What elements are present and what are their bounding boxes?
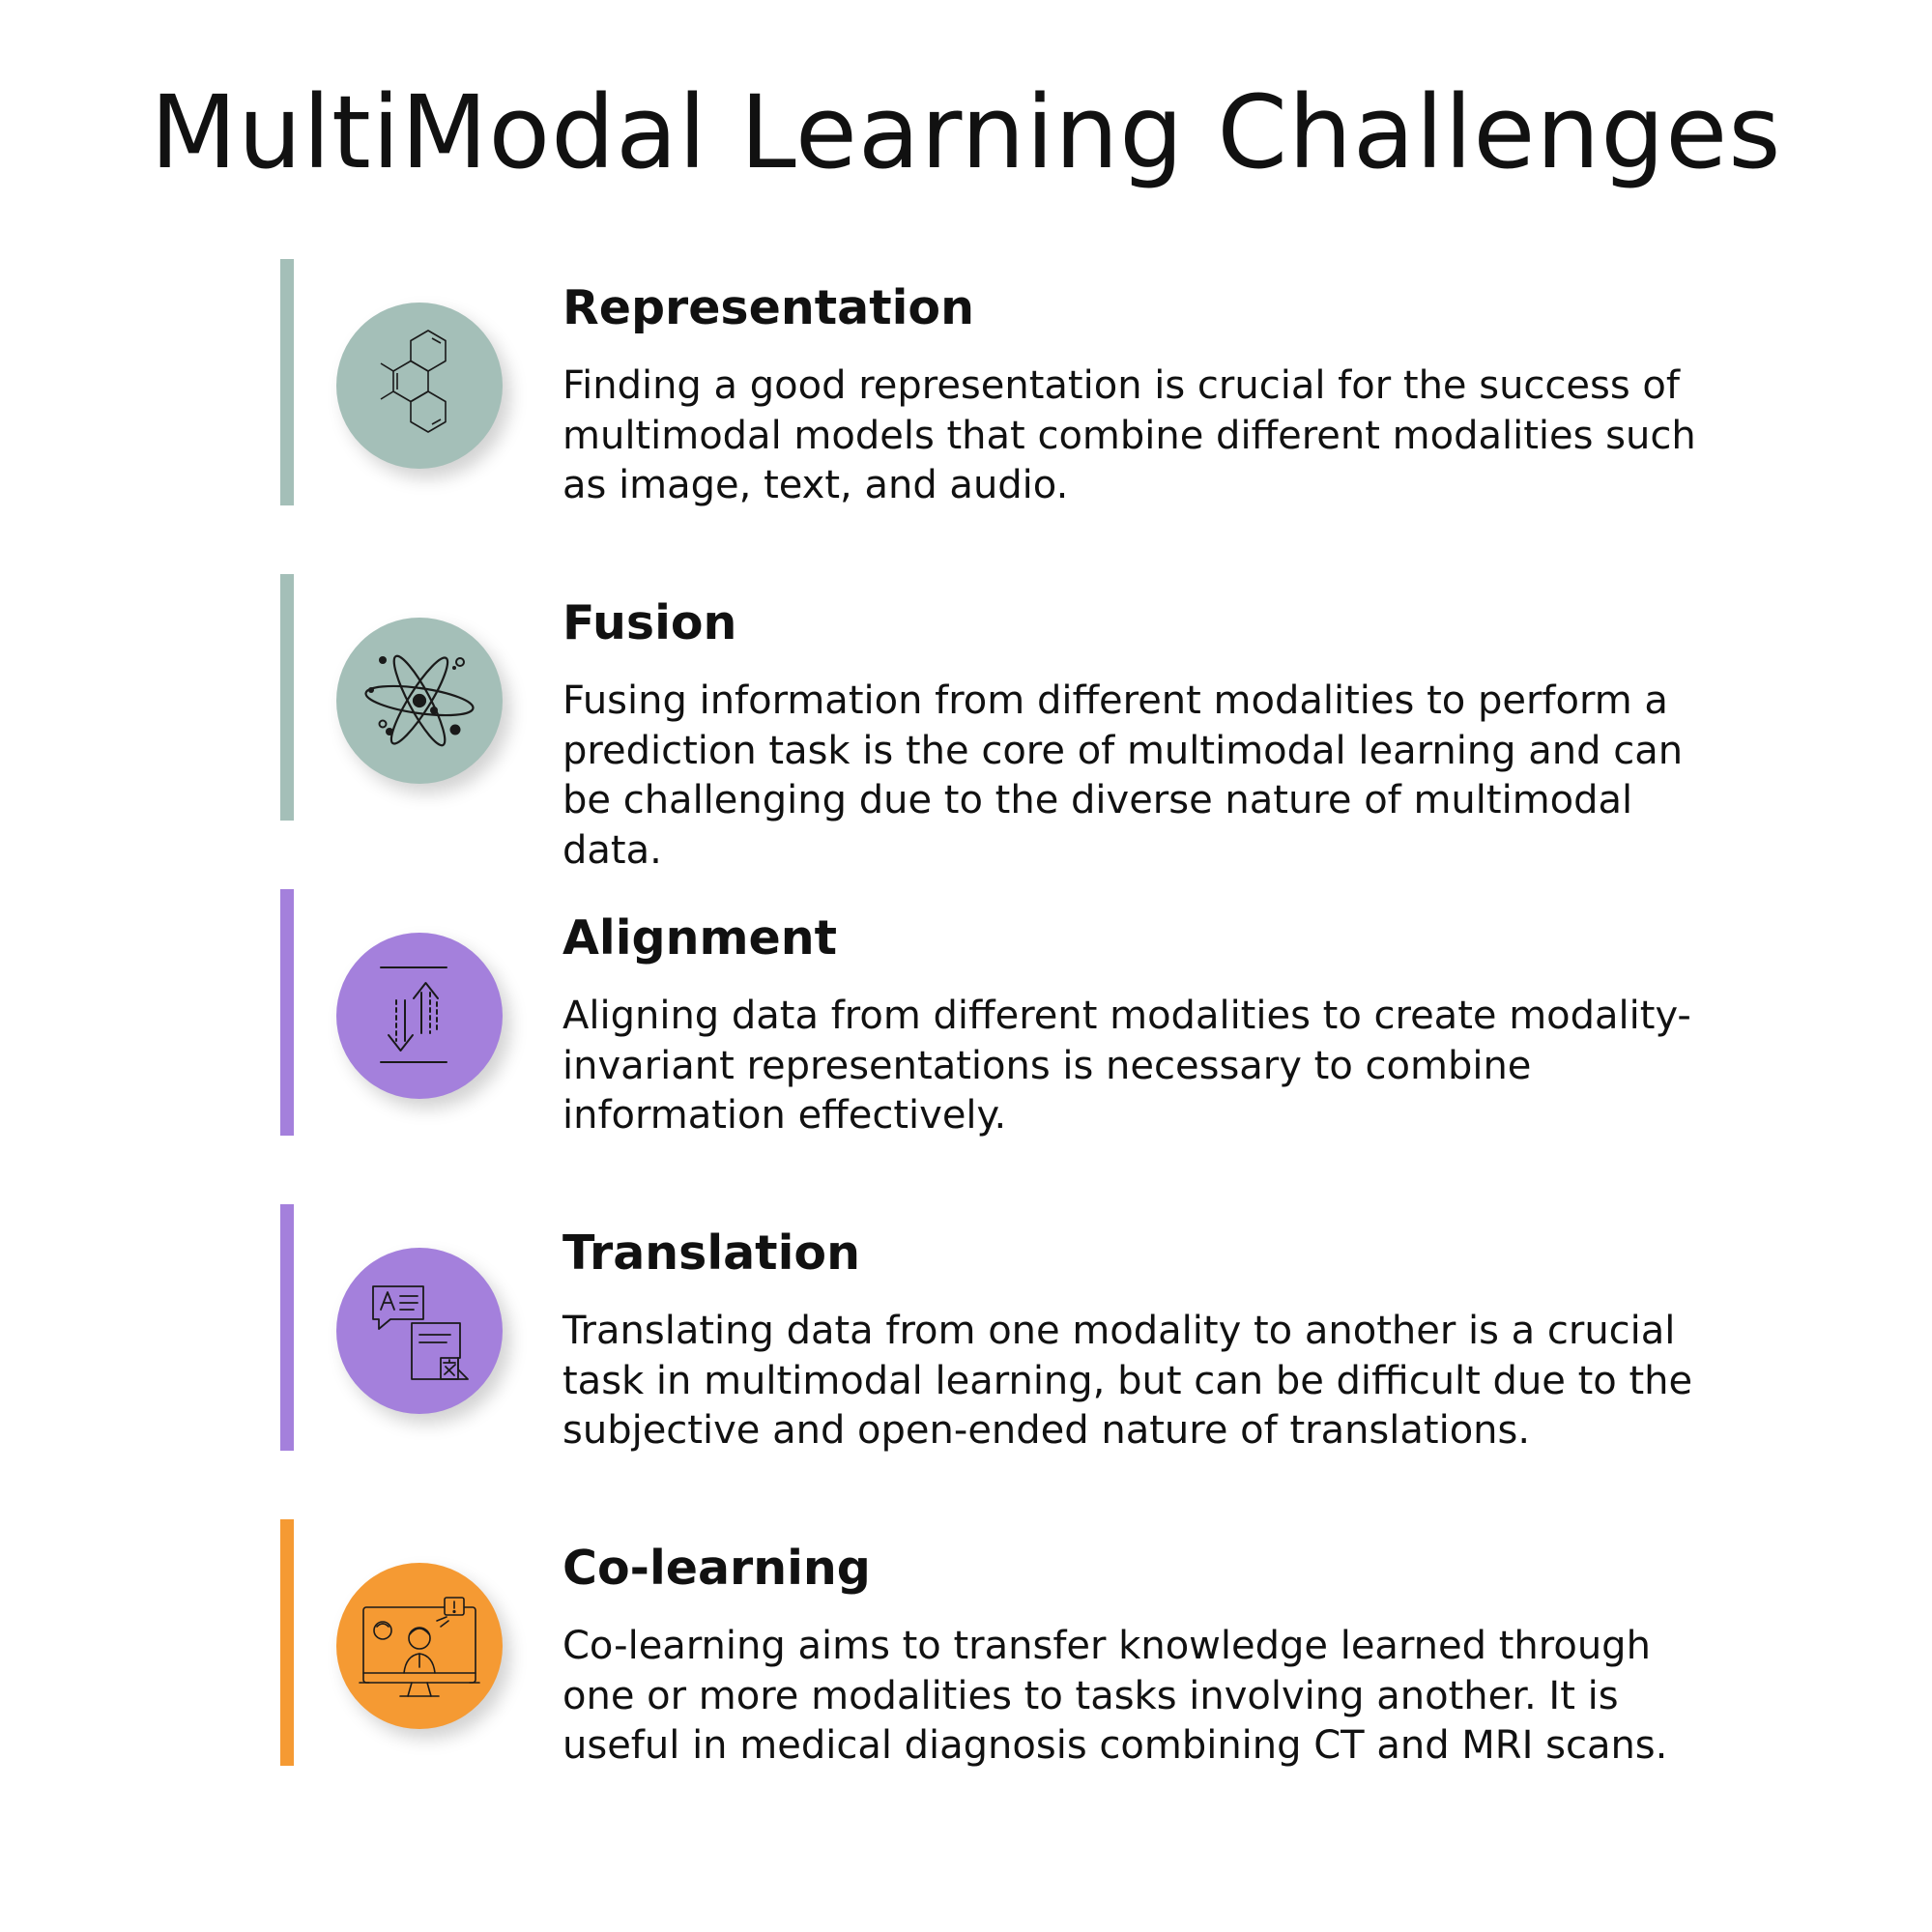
challenge-translation: Translation Translating data from one mo… — [0, 1204, 1932, 1514]
challenge-description: Translating data from one modality to an… — [562, 1309, 1693, 1453]
page-title: MultiModal Learning Challenges — [150, 73, 1782, 191]
accent-bar — [280, 889, 294, 1136]
challenge-title: Alignment — [562, 910, 838, 966]
online-learning-icon — [359, 1597, 480, 1697]
accent-bar — [280, 1204, 294, 1451]
atom-icon — [364, 654, 475, 747]
molecule-icon — [380, 330, 447, 433]
icon-circle — [336, 1563, 503, 1729]
challenge-co-learning: Co-learning Co-learning aims to transfer… — [0, 1519, 1932, 1829]
challenge-alignment: Alignment Aligning data from different m… — [0, 889, 1932, 1198]
translate-icon — [372, 1285, 469, 1380]
challenge-description: Aligning data from different modalities … — [562, 994, 1691, 1138]
challenge-title: Co-learning — [562, 1541, 871, 1596]
challenge-title: Representation — [562, 280, 974, 335]
icon-circle — [336, 618, 503, 784]
challenge-description: Co-learning aims to transfer knowledge l… — [562, 1624, 1668, 1768]
icon-circle — [336, 933, 503, 1099]
icon-circle — [336, 303, 503, 469]
accent-bar — [280, 259, 294, 505]
challenge-title: Translation — [562, 1226, 860, 1281]
challenge-description: Finding a good representation is crucial… — [562, 363, 1696, 507]
accent-bar — [280, 1519, 294, 1766]
challenge-representation: Representation Finding a good representa… — [0, 259, 1932, 568]
challenge-description: Fusing information from different modali… — [562, 678, 1684, 873]
challenge-fusion: Fusion Fusing information from different… — [0, 574, 1932, 883]
challenge-title: Fusion — [562, 595, 737, 650]
icon-circle — [336, 1248, 503, 1414]
align-arrows-icon — [380, 966, 447, 1063]
accent-bar — [280, 574, 294, 821]
